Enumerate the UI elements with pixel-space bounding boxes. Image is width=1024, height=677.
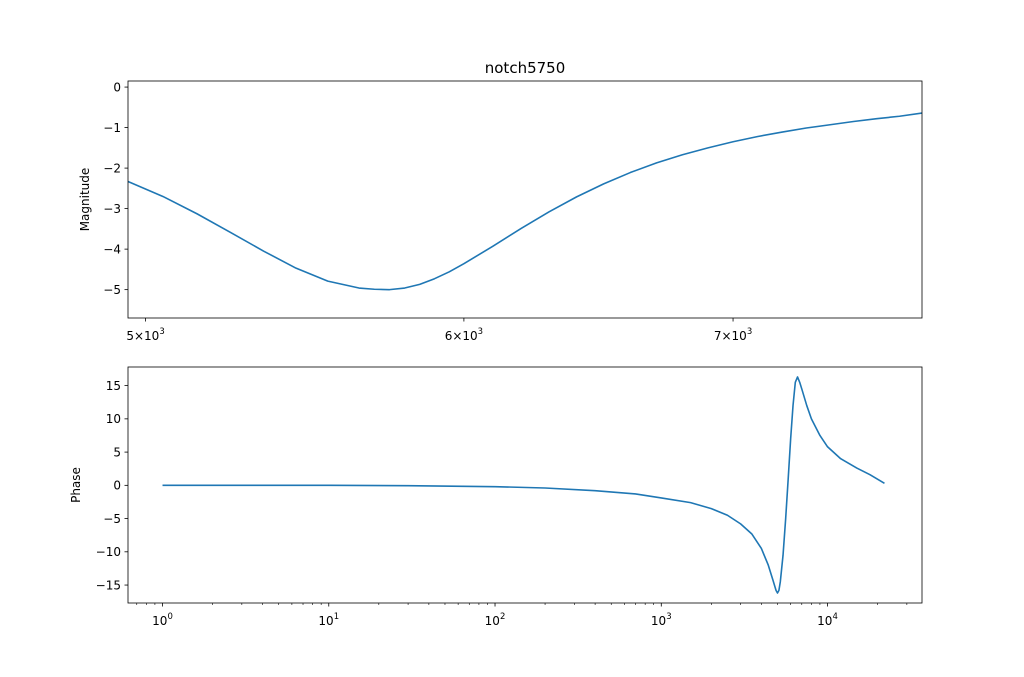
magnitude-xtick-label: 7×103 bbox=[714, 327, 752, 343]
phase-ytick-label: −5 bbox=[103, 512, 121, 526]
xtick-exponent: 1 bbox=[334, 612, 339, 622]
xtick-exponent: 3 bbox=[747, 327, 752, 337]
phase-ytick-label: 10 bbox=[106, 412, 121, 426]
magnitude-ytick-label: −2 bbox=[103, 161, 121, 175]
phase-ytick-label: 0 bbox=[113, 479, 121, 493]
magnitude-axis-label: Magnitude bbox=[78, 168, 92, 232]
phase-xtick-label: 102 bbox=[485, 612, 506, 628]
xtick-exponent: 4 bbox=[832, 612, 837, 622]
phase-ytick-label: 5 bbox=[113, 445, 121, 459]
magnitude-ytick-label: −5 bbox=[103, 283, 121, 297]
phase-xtick-label: 101 bbox=[318, 612, 339, 628]
phase-axes-frame bbox=[127, 366, 923, 604]
magnitude-xtick-label: 6×103 bbox=[445, 327, 483, 343]
magnitude-series-line bbox=[128, 112, 922, 291]
xtick-exponent: 2 bbox=[500, 612, 505, 622]
phase-ytick-label: 15 bbox=[106, 379, 121, 393]
magnitude-ytick-label: −4 bbox=[103, 242, 121, 256]
xtick-mantissa: 7 bbox=[714, 329, 722, 343]
xtick-mantissa: 6 bbox=[445, 329, 453, 343]
phase-ytick-label: −10 bbox=[96, 545, 121, 559]
xtick-exponent: 3 bbox=[478, 327, 483, 337]
xtick-base: 10 bbox=[651, 614, 666, 628]
phase-series-line bbox=[162, 376, 885, 594]
phase-xtick-label: 100 bbox=[152, 612, 173, 628]
chart-title: notch5750 bbox=[485, 59, 566, 77]
magnitude-plot: 0−1−2−3−4−55×103 6×103 7×103 bbox=[103, 80, 923, 343]
xtick-times: ×10 bbox=[721, 329, 746, 343]
magnitude-ytick-label: −1 bbox=[103, 121, 121, 135]
phase-axis-label: Phase bbox=[69, 467, 83, 503]
phase-ytick-label: −15 bbox=[96, 578, 121, 592]
magnitude-ytick-label: 0 bbox=[113, 80, 121, 94]
xtick-exponent: 3 bbox=[666, 612, 671, 622]
xtick-exponent: 3 bbox=[159, 327, 164, 337]
xtick-base: 10 bbox=[318, 614, 333, 628]
xtick-exponent: 0 bbox=[167, 612, 172, 622]
xtick-times: ×10 bbox=[134, 329, 159, 343]
xtick-mantissa: 5 bbox=[126, 329, 134, 343]
xtick-base: 10 bbox=[152, 614, 167, 628]
phase-xtick-label: 103 bbox=[651, 612, 672, 628]
magnitude-xtick-label: 5×103 bbox=[126, 327, 164, 343]
xtick-base: 10 bbox=[485, 614, 500, 628]
xtick-base: 10 bbox=[817, 614, 832, 628]
magnitude-axes-frame bbox=[127, 80, 923, 319]
xtick-times: ×10 bbox=[452, 329, 477, 343]
phase-xtick-label: 104 bbox=[817, 612, 838, 628]
magnitude-ytick-label: −3 bbox=[103, 202, 121, 216]
